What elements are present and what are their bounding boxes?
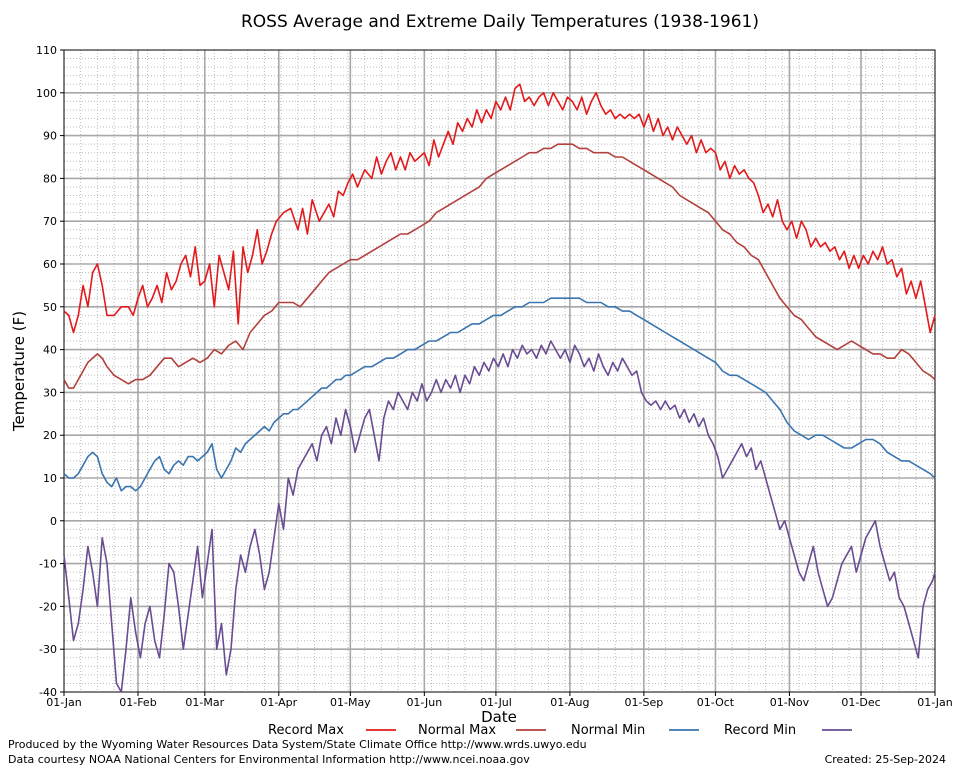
axis-layer: -40 -30 -20 -10 0 10 20 30 40 50 60 70 80 90 100 110 01-… [36,44,953,709]
series-line-record-max [63,83,936,334]
legend-label-record-min: Record Min [724,723,796,738]
y-tick-label: -30 [39,643,57,656]
y-tick-label: 60 [43,258,57,271]
y-tick-label: 10 [43,472,57,485]
footer-created-date: Created: 25-Sep-2024 [824,753,946,766]
x-tick-label: 01-Dec [841,696,880,709]
series-line-record-min [63,340,936,693]
legend-label-normal-max: Normal Max [418,723,496,738]
y-tick-label: -40 [39,686,57,699]
y-tick-label: 80 [43,172,57,185]
series-line-normal-max [63,143,936,389]
y-axis-label: Temperature (F) [10,311,28,432]
series-line-normal-min [63,297,936,492]
y-tick-label: 110 [36,44,57,57]
x-tick-label: 01-Sep [625,696,664,709]
x-tick-label: 01-Jul [480,696,512,709]
y-tick-label: 30 [43,386,57,399]
x-tick-label: 01-Oct [697,696,735,709]
plot-frame [63,49,936,693]
footer-producer: Produced by the Wyoming Water Resources … [8,738,587,751]
x-tick-label: 01-Apr [260,696,297,709]
legend-label-normal-min: Normal Min [571,723,645,738]
y-tick-label: 70 [43,215,57,228]
footer-data-source: Data courtesy NOAA National Centers for … [8,753,530,766]
legend: Record Max Normal Max Normal Min Record Min [268,723,852,738]
x-tick-label: 01-Mar [185,696,224,709]
x-tick-label: 01-Nov [770,696,810,709]
x-tick-label: 01-May [330,696,371,709]
x-tick-label: 01-Jan [917,696,953,709]
y-tick-label: 90 [43,130,57,143]
y-tick-label: -10 [39,558,57,571]
x-tick-label: 01-Jan [46,696,82,709]
x-tick-label: 01-Feb [119,696,156,709]
y-tick-label: 40 [43,344,57,357]
y-tick-label: 0 [50,515,57,528]
y-tick-label: 50 [43,301,57,314]
grid-layer [64,50,935,692]
legend-label-record-max: Record Max [268,723,344,738]
y-tick-label: 20 [43,429,57,442]
series-layer [63,83,936,693]
y-tick-label: -20 [39,600,57,613]
x-tick-label: 01-Aug [550,696,589,709]
chart-title: ROSS Average and Extreme Daily Temperatu… [241,12,759,32]
x-tick-label: 01-Jun [406,696,442,709]
y-tick-label: 100 [36,87,57,100]
x-axis-label: Date [481,708,517,726]
